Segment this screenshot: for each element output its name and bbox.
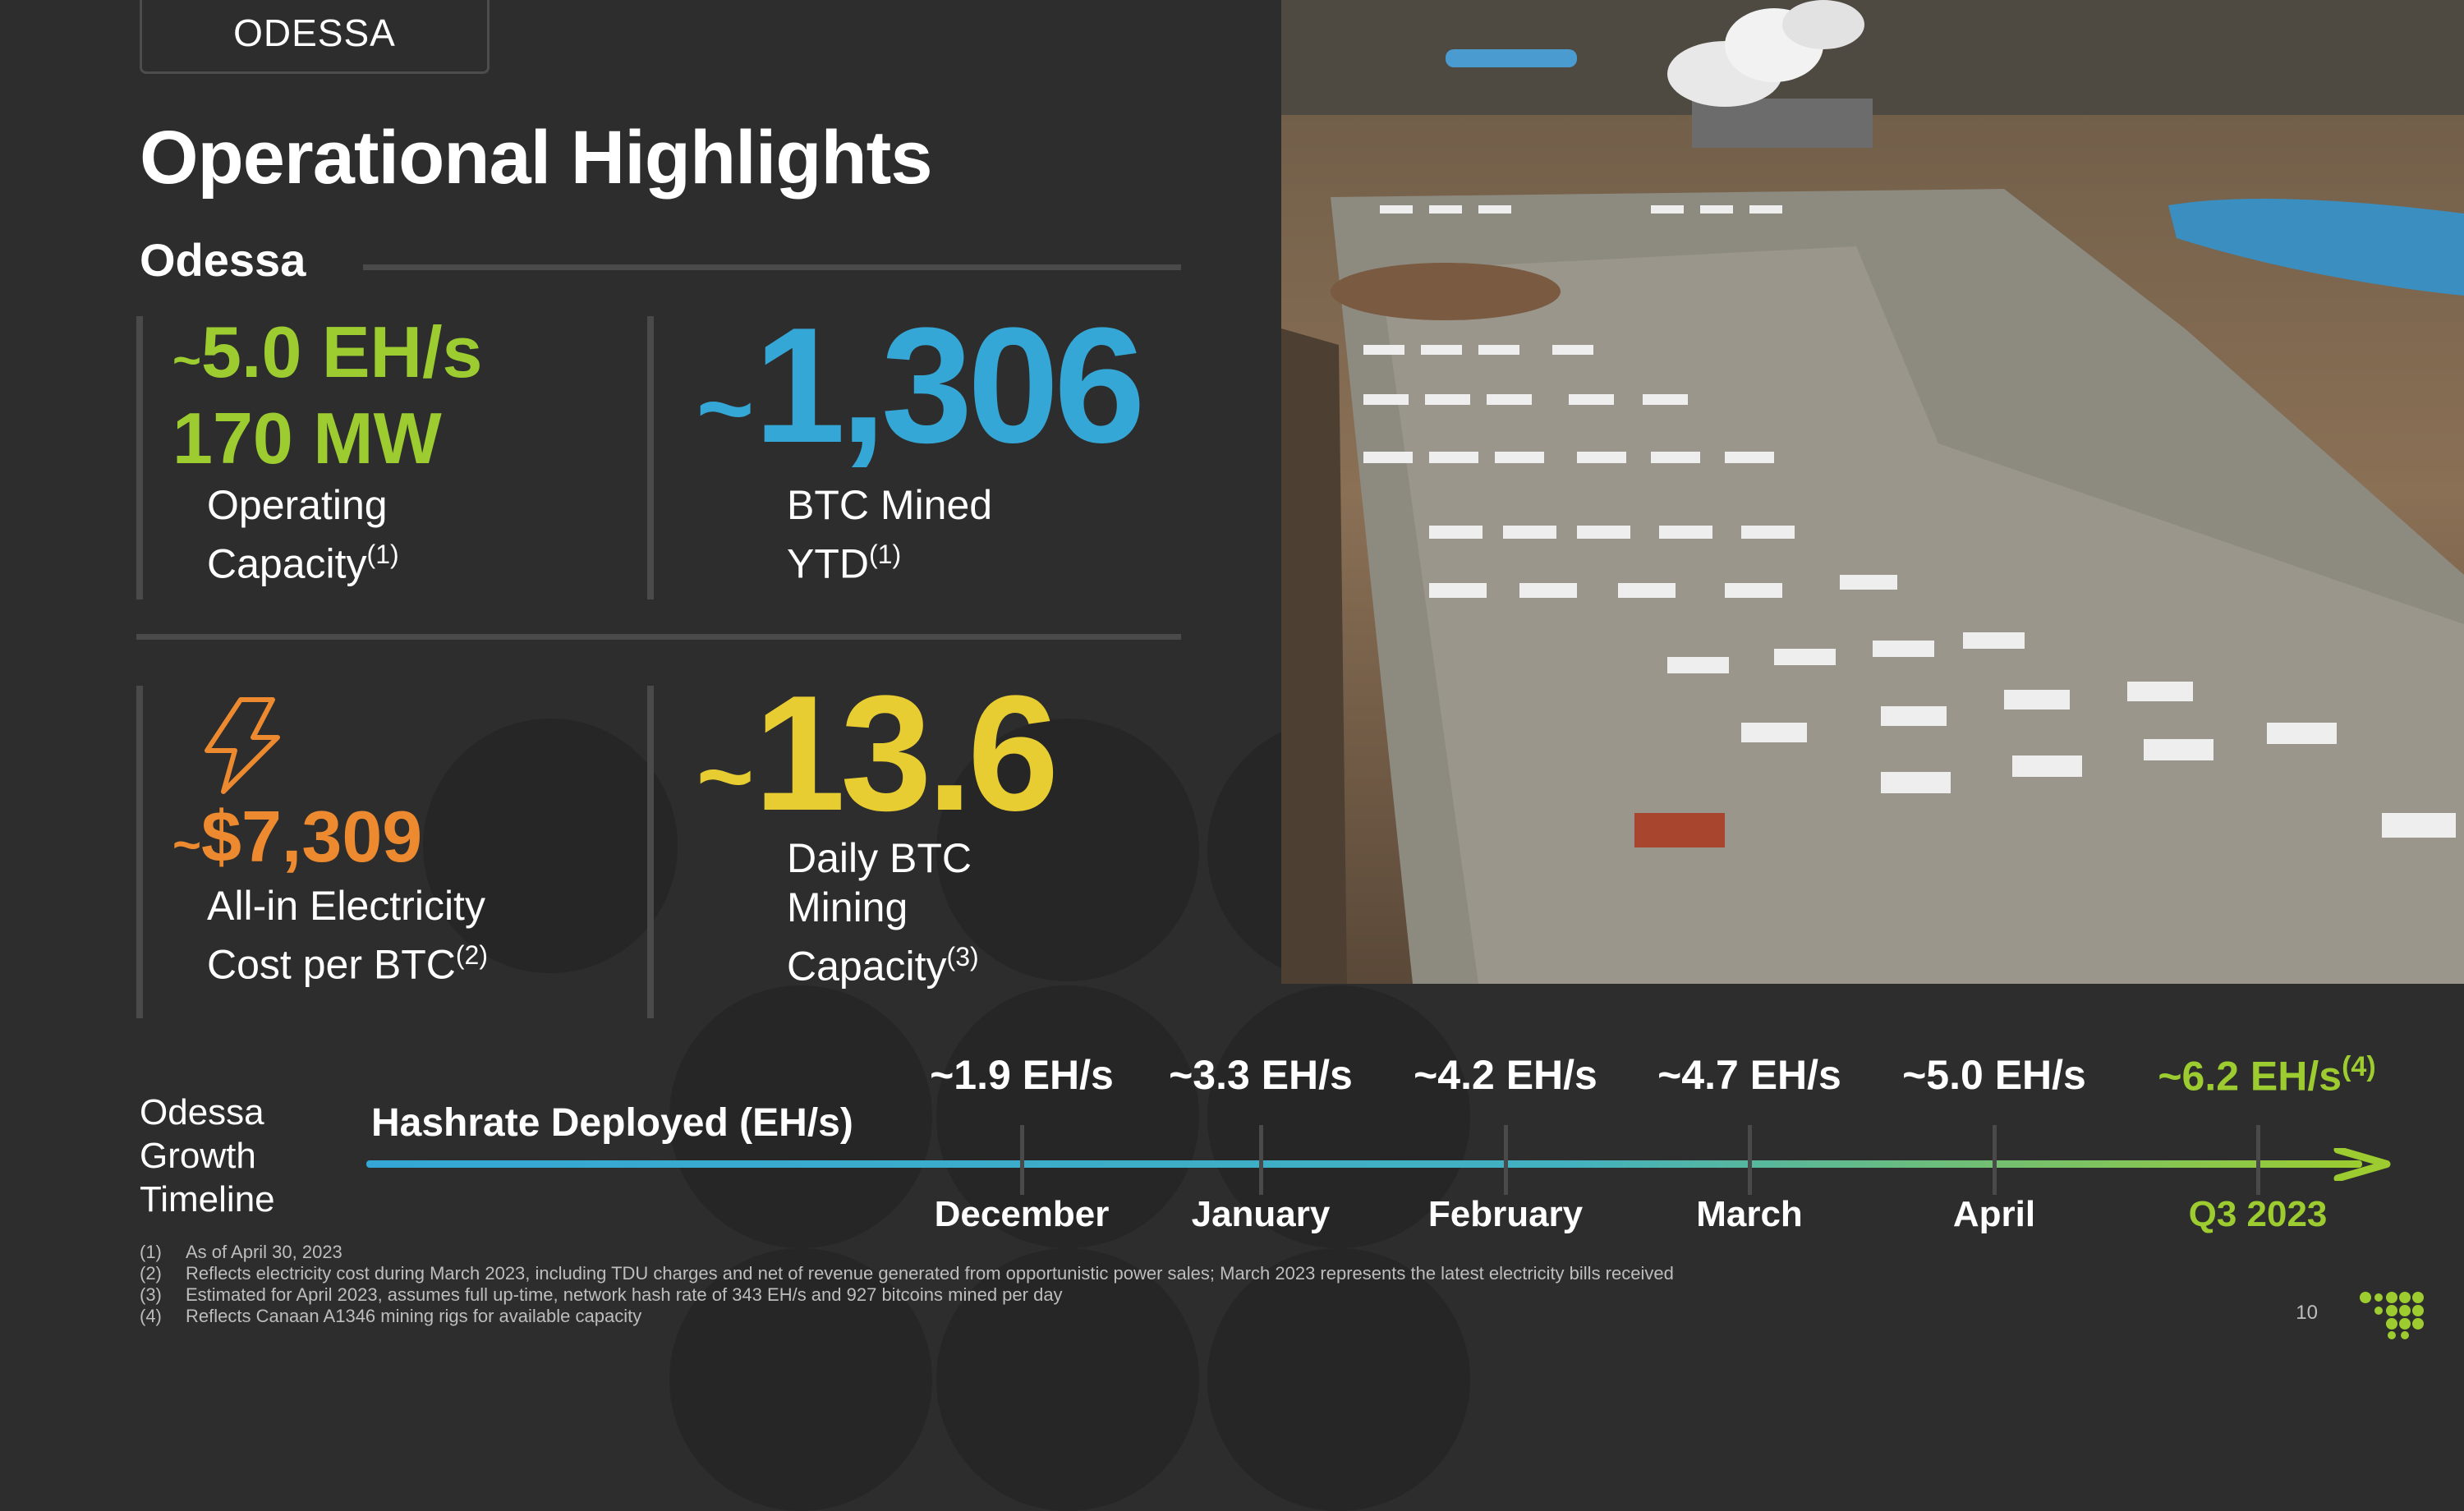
capacity-ehs: ~5.0 EH/s <box>172 311 483 393</box>
capacity-mw: 170 MW <box>172 397 442 479</box>
timeline-month-february: February <box>1427 1194 1584 1234</box>
section-heading: Odessa <box>140 234 306 286</box>
timeline-label: Odessa Growth Timeline <box>140 1092 275 1219</box>
daily-capacity-value: ~13.6 <box>696 662 1059 845</box>
timeline-tick <box>1504 1125 1508 1195</box>
decor-circle <box>936 985 1199 1248</box>
divider <box>136 634 1181 640</box>
footnote: (1) As of April 30, 2023 <box>140 1242 342 1262</box>
footnote: (2) Reflects electricity cost during Marc… <box>140 1263 1674 1284</box>
site-aerial-photo <box>1281 0 2464 984</box>
footnote: (4) Reflects Canaan A1346 mining rigs for… <box>140 1306 642 1326</box>
timeline-tick <box>2256 1125 2260 1195</box>
timeline-value-december: ~1.9 EH/s <box>930 1052 1114 1098</box>
btc-mined-label: BTC Mined YTD(1) <box>787 482 993 587</box>
capacity-label: Operating Capacity(1) <box>207 482 399 587</box>
section-divider <box>363 264 1181 270</box>
divider <box>136 686 143 1018</box>
timeline-month-january: January <box>1191 1194 1331 1234</box>
company-logo <box>2359 1291 2425 1344</box>
location-tag: ODESSA <box>140 0 490 74</box>
timeline-tick <box>1993 1125 1997 1195</box>
timeline-arrow <box>366 1146 2395 1185</box>
timeline-month-q3-2023: Q3 2023 <box>2188 1194 2328 1234</box>
electricity-value: ~$7,309 <box>172 796 423 877</box>
timeline-month-march: March <box>1696 1194 1803 1234</box>
daily-capacity-label: Daily BTC Mining Capacity(3) <box>787 835 979 990</box>
timeline-month-april: April <box>1952 1194 2036 1234</box>
decor-circle <box>669 985 932 1248</box>
btc-mined-value: ~1,306 <box>696 294 1146 477</box>
page-number: 10 <box>2296 1302 2318 1324</box>
footnote: (3) Estimated for April 2023, assumes ful… <box>140 1284 1063 1305</box>
timeline-tick <box>1748 1125 1752 1195</box>
page-title: Operational Highlights <box>140 116 932 200</box>
timeline-tick <box>1259 1125 1263 1195</box>
divider <box>136 316 143 599</box>
decor-circle <box>1207 985 1470 1248</box>
timeline-value-january: ~3.3 EH/s <box>1169 1052 1353 1098</box>
divider <box>647 686 654 1018</box>
lightning-icon <box>195 696 286 799</box>
divider <box>647 316 654 599</box>
timeline-value-march: ~4.7 EH/s <box>1657 1052 1841 1098</box>
timeline-tick <box>1020 1125 1024 1195</box>
timeline-month-december: December <box>934 1194 1110 1234</box>
decor-circle <box>936 719 1199 981</box>
electricity-label: All-in Electricity Cost per BTC(2) <box>207 883 488 988</box>
timeline-value-february: ~4.2 EH/s <box>1414 1052 1597 1098</box>
decor-circle <box>423 719 678 973</box>
hashrate-title: Hashrate Deployed (EH/s) <box>371 1101 853 1145</box>
timeline-value-q3-2023: ~6.2 EH/s(4) <box>2158 1051 2376 1100</box>
decor-circle <box>1207 1248 1470 1511</box>
timeline-value-april: ~5.0 EH/s <box>1902 1052 2086 1098</box>
